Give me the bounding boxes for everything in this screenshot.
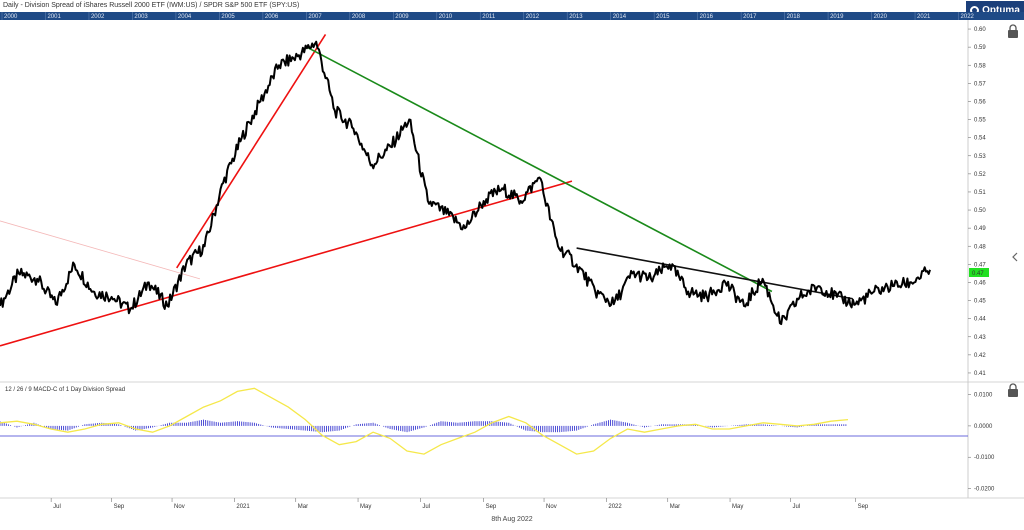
price-y-tick-label: 0.58 (974, 63, 986, 69)
x-tick-label: Nov (174, 504, 185, 510)
price-y-tick-label: 0.60 (974, 27, 986, 33)
year-strip-label: 2016 (700, 14, 714, 20)
year-strip-label: 2018 (787, 14, 801, 20)
year-strip-label: 2019 (830, 14, 844, 20)
price-y-tick-label: 0.51 (974, 190, 986, 196)
year-strip-label: 2007 (308, 14, 322, 20)
logo-text: Optuma (982, 4, 1020, 16)
x-tick-label: Jul (422, 504, 430, 510)
chart-title: Daily - Division Spread of iShares Russe… (3, 2, 300, 9)
macd-y-tick-label: 0.0000 (974, 424, 993, 430)
price-y-tick-label: 0.46 (974, 280, 986, 286)
trendline-red[interactable] (0, 180, 573, 347)
year-strip-label: 2014 (613, 14, 627, 20)
lock-icon[interactable] (1008, 383, 1018, 397)
last-value-badge (969, 268, 989, 277)
price-y-tick-label: 0.45 (974, 299, 986, 305)
year-strip-label: 2005 (221, 14, 235, 20)
year-strip-label: 2012 (526, 14, 540, 20)
price-y-tick-label: 0.53 (974, 154, 986, 160)
x-tick-label: Nov (546, 504, 557, 510)
x-tick-label: May (732, 504, 743, 510)
price-y-tick-label: 0.52 (974, 172, 986, 178)
price-y-tick-label: 0.55 (974, 118, 986, 124)
x-tick-label: Jul (53, 504, 61, 510)
price-y-tick-label: 0.44 (974, 317, 986, 323)
x-tick-label: May (360, 504, 371, 510)
year-strip-label: 2003 (134, 14, 148, 20)
year-strip-label: 2011 (482, 14, 496, 20)
price-y-tick-label: 0.56 (974, 99, 986, 105)
lock-icon[interactable] (1008, 24, 1018, 38)
price-y-tick-label: 0.41 (974, 371, 986, 377)
year-strip-label: 2020 (874, 14, 888, 20)
macd-title: 12 / 26 / 9 MACD-C of 1 Day Division Spr… (5, 387, 125, 393)
x-tick-label: 2021 (236, 504, 250, 510)
x-tick-label: Mar (670, 504, 680, 510)
year-strip-label: 2021 (917, 14, 931, 20)
price-y-tick-label: 0.49 (974, 226, 986, 232)
year-strip-label: 2022 (961, 14, 975, 20)
last-value-label: 0.47 (972, 271, 984, 277)
price-y-tick-label: 0.57 (974, 81, 986, 87)
price-y-tick-label: 0.47 (974, 262, 986, 268)
x-tick-label: Sep (858, 504, 869, 510)
year-strip-label: 2001 (47, 14, 61, 20)
trendline-black[interactable] (576, 247, 853, 300)
price-y-tick-label: 0.59 (974, 45, 986, 51)
year-strip-label: 2015 (656, 14, 670, 20)
year-strip-label: 2013 (569, 14, 583, 20)
year-strip-label: 2000 (4, 14, 18, 20)
price-y-tick-label: 0.42 (974, 353, 986, 359)
macd-line[interactable] (0, 387, 849, 455)
x-tick-label: 2022 (608, 504, 622, 510)
year-strip-label: 2008 (352, 14, 366, 20)
x-tick-label: Mar (298, 504, 308, 510)
year-strip-label: 2004 (178, 14, 192, 20)
price-series-line[interactable] (0, 40, 931, 326)
year-strip-label: 2002 (91, 14, 105, 20)
year-strip-label: 2006 (265, 14, 279, 20)
x-tick-label: Jul (793, 504, 801, 510)
price-y-tick-label: 0.48 (974, 244, 986, 250)
macd-y-tick-label: 0.0100 (974, 393, 993, 399)
trendline-faint[interactable] (0, 220, 201, 280)
macd-y-tick-label: -0.0100 (974, 455, 995, 461)
price-y-tick-label: 0.54 (974, 136, 986, 142)
trendline-red[interactable] (176, 34, 327, 269)
date-caption: 8th Aug 2022 (491, 516, 533, 523)
year-strip-label: 2017 (743, 14, 757, 20)
year-strip-label: 2009 (395, 14, 409, 20)
year-strip-label: 2010 (439, 14, 453, 20)
x-tick-label: Sep (114, 504, 125, 510)
year-strip[interactable] (0, 12, 1024, 20)
price-y-tick-label: 0.50 (974, 208, 986, 214)
expand-arrow-icon[interactable] (1012, 252, 1018, 262)
price-y-tick-label: 0.43 (974, 335, 986, 341)
trendline-green[interactable] (306, 46, 773, 293)
x-tick-label: Sep (486, 504, 497, 510)
macd-y-tick-label: -0.0200 (974, 487, 995, 493)
